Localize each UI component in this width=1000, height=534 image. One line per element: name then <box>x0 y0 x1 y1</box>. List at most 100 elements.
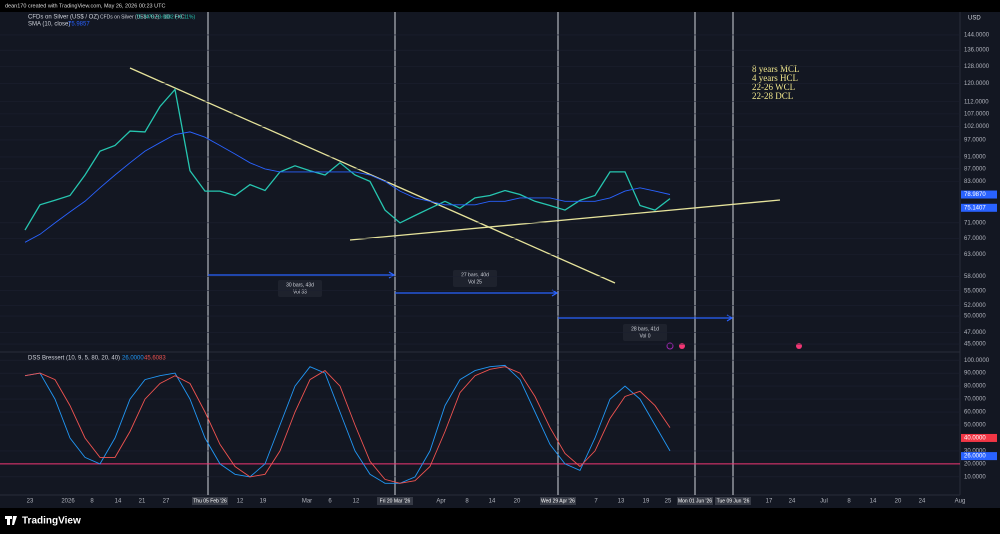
series-line <box>24 366 671 484</box>
osc-legend-value: 45.6083 <box>144 356 166 362</box>
x-tick-label: Jul <box>820 499 828 505</box>
annotation-text: 22-26 WCL <box>752 82 795 92</box>
x-label-box <box>377 497 413 505</box>
x-tick-label: 23 <box>27 499 34 505</box>
y-tick-label: 55.0000 <box>964 288 986 294</box>
x-tick-label: 2026 <box>61 499 75 505</box>
price-box-label: 75.1407 <box>964 205 986 211</box>
y-tick-label: 58.0000 <box>964 274 986 280</box>
range-text: 27 bars, 40d <box>461 272 489 278</box>
x-tick-label: 20 <box>514 499 521 505</box>
x-tick-label: Fri 20 Mar '26 <box>380 498 411 504</box>
annotation-text: 22-28 DCL <box>752 91 793 101</box>
trendline <box>349 199 781 241</box>
legend-title: CFDs on Silver (US$ / OZ) <box>28 15 99 21</box>
range-text: 28 bars, 41d <box>631 326 659 332</box>
y-tick-label: 10.0000 <box>964 474 986 480</box>
price-box-label: 26.0000 <box>964 454 986 460</box>
x-tick-label: Mon 01 Jun '26 <box>678 498 712 504</box>
y-tick-label: 45.0000 <box>964 342 986 348</box>
y-tick-label: 128.0000 <box>964 64 990 70</box>
x-tick-label: 19 <box>643 499 650 505</box>
event-icon[interactable] <box>666 342 674 350</box>
y-tick-label: 52.0000 <box>964 303 986 309</box>
y-tick-label: 71.0000 <box>964 220 986 226</box>
x-tick-label: 21 <box>139 499 146 505</box>
x-label-box <box>677 497 713 505</box>
footer-bar <box>0 508 1000 534</box>
y-tick-label: 30.0000 <box>964 449 986 455</box>
annotation: 8 years MCL 4 years HCL 22-26 WCL 22-28 … <box>752 64 800 101</box>
price-box <box>961 203 997 212</box>
y-tick-label: 102.0000 <box>964 124 990 130</box>
x-tick-label: 12 <box>353 499 360 505</box>
y-tick-label: 91.0000 <box>964 154 986 160</box>
y-tick-label: 144.0000 <box>964 33 990 39</box>
x-tick-label: 14 <box>115 499 122 505</box>
x-tick-label: 14 <box>870 499 877 505</box>
x-tick-label: 8 <box>847 499 851 505</box>
y-tick-label: 107.0000 <box>964 111 990 117</box>
price-box-label: 78.9870 <box>964 192 986 198</box>
header-text: dean170 created with TradingView.com, Ma… <box>5 3 165 9</box>
x-label-box <box>540 497 576 505</box>
range-text: Vol 33 <box>293 289 307 295</box>
y-tick-label: 120.0000 <box>964 81 990 87</box>
x-label-box <box>715 497 751 505</box>
x-tick-label: 7 <box>594 499 598 505</box>
price-box-label: 40.0000 <box>964 436 986 442</box>
range-text: Vol 0 <box>639 333 650 339</box>
x-tick-label: 8 <box>90 499 94 505</box>
y-tick-label: 87.0000 <box>964 166 986 172</box>
annotation-text: 4 years HCL <box>752 73 798 83</box>
x-tick-label: 19 <box>260 499 267 505</box>
x-tick-label: 24 <box>789 499 796 505</box>
range-box-bg <box>453 270 497 287</box>
x-tick-label: 25 <box>665 499 672 505</box>
x-tick-label: Aug <box>955 499 966 505</box>
price-box <box>961 452 997 461</box>
y-tick-label: 100.0000 <box>964 358 990 364</box>
y-tick-label: 47.0000 <box>964 330 986 336</box>
y-tick-label: 80.0000 <box>964 384 986 390</box>
x-tick-label: 27 <box>163 499 170 505</box>
trendline <box>129 67 616 284</box>
event-icon[interactable] <box>796 343 802 349</box>
x-tick-label: 8 <box>465 499 469 505</box>
annotation-text: 8 years MCL <box>752 64 800 74</box>
range-arrows <box>208 271 734 322</box>
y-tick-label: 67.0000 <box>964 236 986 242</box>
legend-value: 75.7475 +3.6882 (+5.11%) <box>136 14 195 20</box>
y-tick-label: 50.0000 <box>964 314 986 320</box>
legend-sma: SMA (10, close) <box>28 22 70 28</box>
y-tick-label: 50.0000 <box>964 423 986 429</box>
y-tick-label: 60.0000 <box>964 410 986 416</box>
x-tick-label: Apr <box>436 499 445 505</box>
x-label-box <box>192 497 228 505</box>
osc-legend-value: 26.0000 <box>122 356 144 362</box>
x-tick-label: 24 <box>919 499 926 505</box>
x-tick-label: Wed 29 Apr '26 <box>541 498 575 504</box>
header-bar <box>0 0 1000 12</box>
legend-subtitle: CFDs on Silver (US$ / OZ) · 1D · FXC <box>100 14 185 20</box>
series-line <box>24 88 671 231</box>
x-tick-label: 17 <box>766 499 773 505</box>
x-tick-label: Tue 09 Jun '26 <box>717 498 750 504</box>
logo <box>5 516 17 525</box>
series-line <box>24 131 671 243</box>
x-tick-label: 6 <box>328 499 332 505</box>
event-icon[interactable] <box>679 343 685 349</box>
range-text: Vol 25 <box>468 279 482 285</box>
y-tick-label: 112.0000 <box>964 99 989 105</box>
vertical-lines <box>207 12 734 495</box>
legend-sma-value: 75.9857 <box>68 22 90 28</box>
x-tick-label: 14 <box>489 499 496 505</box>
x-tick-label: 13 <box>618 499 625 505</box>
y-tick-label: 136.0000 <box>964 48 990 54</box>
y-tick-label: 97.0000 <box>964 138 986 144</box>
axis-unit: USD <box>968 16 981 22</box>
price-box <box>961 433 997 442</box>
y-tick-label: 70.0000 <box>964 397 986 403</box>
